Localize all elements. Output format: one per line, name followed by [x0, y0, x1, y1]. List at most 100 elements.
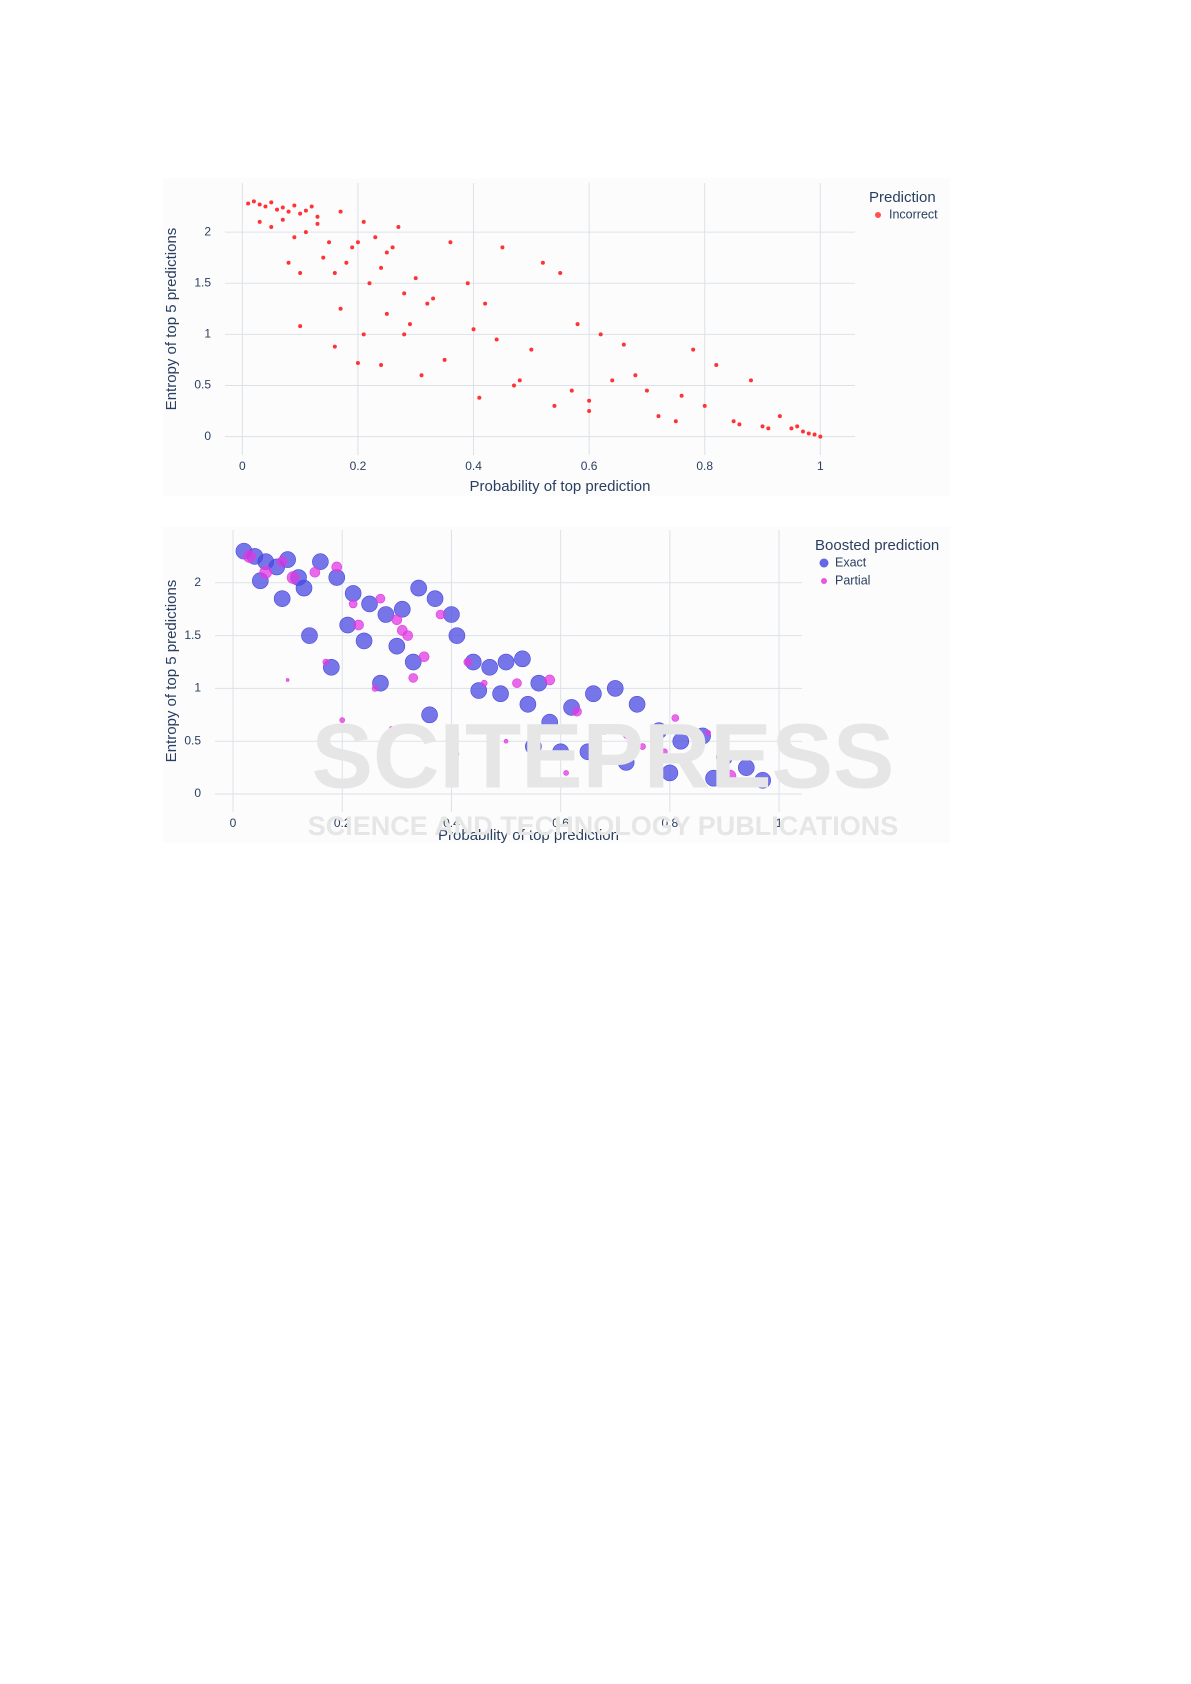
- bubble: [600, 726, 609, 735]
- bubble: [353, 619, 364, 631]
- bubble: [418, 651, 430, 663]
- point: [384, 311, 389, 316]
- bubble: [377, 606, 395, 623]
- y-tick-label: 1.5: [184, 628, 201, 642]
- point: [587, 409, 592, 414]
- bubble: [481, 659, 498, 676]
- point: [298, 270, 303, 275]
- point: [286, 209, 291, 214]
- point: [332, 344, 337, 349]
- point: [691, 347, 696, 352]
- bubble: [301, 627, 318, 644]
- point: [390, 245, 395, 250]
- bubble: [331, 561, 343, 573]
- bubble: [402, 630, 414, 641]
- bubble: [519, 695, 537, 713]
- chart-background: [163, 178, 950, 496]
- point: [812, 432, 817, 437]
- point: [702, 403, 707, 408]
- x-axis-title: Probability of top prediction: [438, 827, 619, 844]
- bubble: [492, 685, 509, 703]
- point: [448, 240, 453, 245]
- point: [361, 332, 366, 337]
- bubble: [552, 743, 569, 761]
- point: [633, 373, 638, 378]
- bubble: [661, 764, 679, 782]
- x-tick-label: 0.8: [662, 816, 679, 830]
- point: [379, 265, 384, 270]
- bubble: [344, 585, 362, 602]
- point: [350, 245, 355, 250]
- watermark-brand: SCITEPRESS: [312, 705, 895, 807]
- y-tick-label: 1: [204, 327, 211, 341]
- legend-title: Boosted prediction: [815, 537, 939, 554]
- point: [407, 322, 412, 327]
- point: [610, 378, 615, 383]
- x-tick-label: 0.6: [581, 459, 598, 473]
- point: [789, 426, 794, 431]
- bubble: [286, 571, 300, 584]
- y-tick-label: 1.5: [194, 275, 211, 289]
- bubble: [544, 674, 556, 686]
- point: [315, 214, 320, 219]
- point: [315, 221, 320, 226]
- x-tick-label: 0.8: [696, 459, 713, 473]
- bubble: [723, 769, 737, 783]
- bubble: [322, 658, 330, 666]
- bubble: [754, 772, 771, 789]
- x-axis-title: Probability of top prediction: [470, 478, 651, 495]
- bubble: [348, 599, 358, 609]
- x-tick-label: 1: [776, 816, 783, 830]
- point: [309, 204, 314, 209]
- point: [263, 204, 268, 209]
- watermark-tagline: SCIENCE AND TECHNOLOGY PUBLICATIONS: [308, 811, 899, 841]
- point: [280, 217, 285, 222]
- point: [344, 260, 349, 265]
- point: [269, 200, 274, 205]
- bubble: [426, 590, 444, 607]
- point: [332, 270, 337, 275]
- point: [431, 296, 436, 301]
- point: [321, 255, 326, 260]
- point: [777, 414, 782, 419]
- bubble: [639, 743, 646, 750]
- point: [286, 260, 291, 265]
- bubble: [514, 650, 531, 668]
- bubble: [525, 738, 542, 755]
- bubble: [530, 674, 548, 692]
- x-tick-label: 0.2: [334, 816, 351, 830]
- y-axis-title: Entropy of top 5 predictions: [163, 580, 180, 763]
- chart: 0 0.2 0.4 0.6 0.8 1 0 0.5 1 1.5 2 Probability of to…: [163, 527, 950, 844]
- bubble: [339, 616, 356, 634]
- bubble: [285, 678, 290, 682]
- bubble: [671, 714, 680, 722]
- bubble: [276, 556, 288, 567]
- bubble: [661, 748, 668, 756]
- bubble: [463, 657, 473, 667]
- bubble: [497, 653, 515, 671]
- bubble: [448, 627, 466, 644]
- point: [494, 337, 499, 342]
- point: [465, 281, 470, 286]
- legend-label: Incorrect: [889, 207, 938, 221]
- bubble: [371, 685, 379, 692]
- point: [367, 281, 372, 286]
- x-tick-label: 0.4: [465, 459, 482, 473]
- y-tick-label: 2: [204, 224, 211, 238]
- legend-marker: [875, 212, 881, 218]
- point: [379, 363, 384, 368]
- point: [511, 383, 516, 388]
- y-tick-label: 0.5: [194, 378, 211, 392]
- bubble: [503, 738, 509, 744]
- point: [442, 357, 447, 362]
- point: [806, 431, 811, 436]
- point: [361, 219, 366, 224]
- bubble: [375, 593, 386, 604]
- point: [373, 235, 378, 240]
- bubble: [672, 732, 690, 750]
- bubble: [259, 565, 273, 579]
- point: [575, 322, 580, 327]
- bubble: [512, 678, 522, 688]
- point: [483, 301, 488, 306]
- legend-marker: [821, 578, 827, 584]
